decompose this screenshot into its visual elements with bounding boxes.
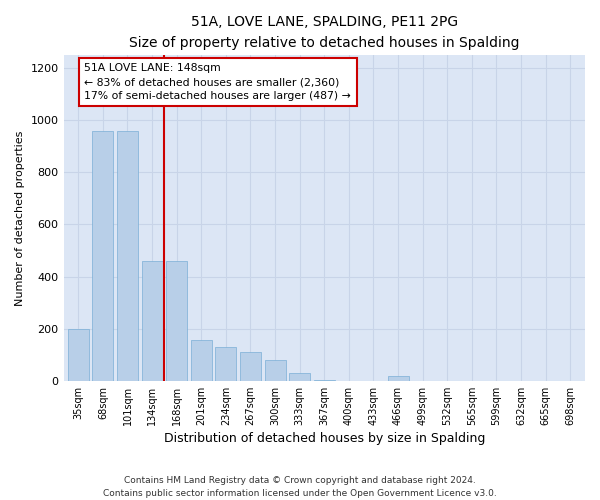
Bar [215, 347, 236, 381]
Bar [117, 130, 138, 381]
Y-axis label: Number of detached properties: Number of detached properties [15, 130, 25, 306]
Bar [240, 352, 261, 381]
Text: 51A LOVE LANE: 148sqm
← 83% of detached houses are smaller (2,360)
17% of semi-d: 51A LOVE LANE: 148sqm ← 83% of detached … [85, 63, 351, 101]
Bar [191, 340, 212, 381]
X-axis label: Distribution of detached houses by size in Spalding: Distribution of detached houses by size … [164, 432, 485, 445]
Bar [142, 261, 163, 381]
Bar [314, 380, 335, 381]
Bar [289, 373, 310, 381]
Title: 51A, LOVE LANE, SPALDING, PE11 2PG
Size of property relative to detached houses : 51A, LOVE LANE, SPALDING, PE11 2PG Size … [129, 15, 520, 50]
Bar [388, 376, 409, 381]
Bar [265, 360, 286, 381]
Text: Contains HM Land Registry data © Crown copyright and database right 2024.
Contai: Contains HM Land Registry data © Crown c… [103, 476, 497, 498]
Bar [92, 130, 113, 381]
Bar [68, 328, 89, 381]
Bar [166, 261, 187, 381]
